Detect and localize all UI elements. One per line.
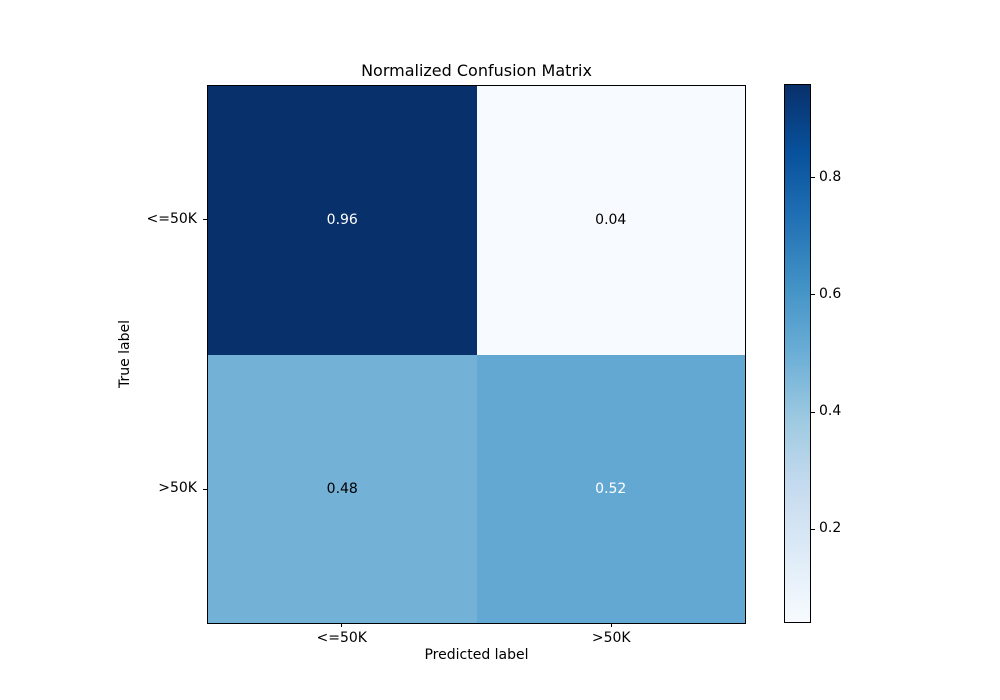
chart-title: Normalized Confusion Matrix [361,61,592,80]
heatmap-cell-value: 0.96 [326,212,358,229]
colorbar-tick-label: 0.4 [819,403,842,420]
heatmap-cell: 0.96 [208,86,477,355]
y-tick-label: <=50K [146,210,197,227]
heatmap-cell: 0.52 [476,354,745,623]
colorbar-tick-mark [811,177,815,179]
heatmap-cell: 0.04 [476,86,745,355]
x-tick-label: <=50K [316,630,367,646]
x-axis-label: Predicted label [424,647,529,663]
colorbar-tick-mark [811,528,815,530]
heatmap-axes: 0.96 0.04 0.48 0.52 [207,85,746,624]
heatmap-cell-value: 0.48 [326,480,358,497]
heatmap-cell-value: 0.52 [595,480,627,497]
colorbar-tick-label: 0.2 [819,520,842,537]
y-tick-mark [203,219,207,221]
colorbar-gradient [785,85,810,622]
x-tick-mark [610,623,612,627]
colorbar-tick-label: 0.6 [819,285,842,302]
colorbar [784,84,811,623]
x-tick-label: >50K [591,630,631,646]
heatmap-cell: 0.48 [208,354,477,623]
colorbar-tick-mark [811,411,815,413]
y-axis-label: True label [117,319,133,389]
heatmap-cell-value: 0.04 [595,212,627,229]
colorbar-tick-label: 0.8 [819,168,842,185]
colorbar-tick-mark [811,294,815,296]
x-tick-mark [341,623,343,627]
y-tick-label: >50K [158,480,197,497]
y-tick-mark [203,488,207,490]
